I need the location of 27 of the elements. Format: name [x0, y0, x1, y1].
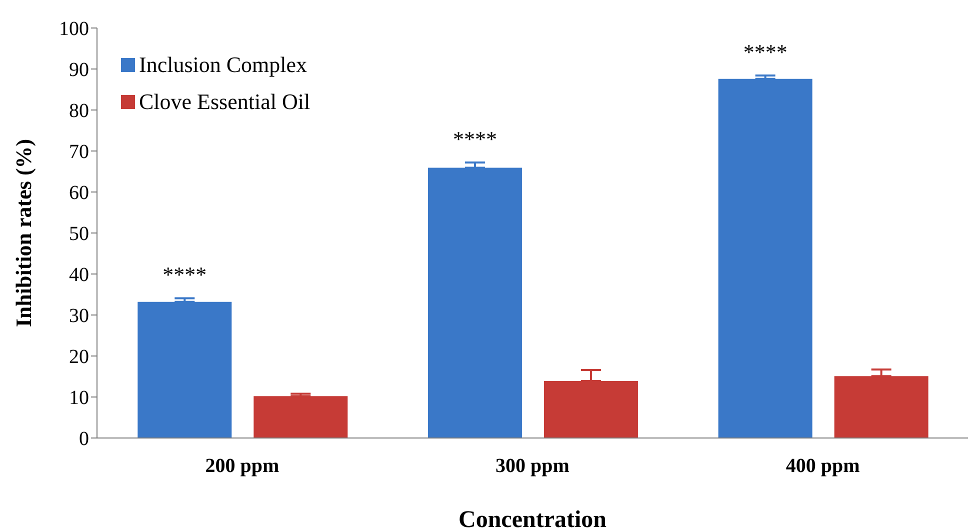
- y-tick-label: 80: [69, 100, 89, 122]
- y-tick-label: 40: [69, 264, 89, 286]
- y-tick-label: 50: [69, 223, 89, 246]
- annotation: ****: [452, 126, 497, 152]
- y-tick-label: 0: [79, 428, 89, 450]
- bar: [544, 381, 638, 438]
- y-axis-title: Inhibition rates (%): [10, 138, 36, 328]
- bar: [718, 78, 812, 438]
- x-tick-label: 400 ppm: [786, 455, 860, 478]
- y-tick-label: 90: [69, 59, 89, 82]
- annotation: ****: [162, 262, 207, 288]
- y-tick-label: 60: [69, 182, 89, 204]
- y-tick-label: 10: [69, 387, 89, 410]
- legend-label: Inclusion Complex: [139, 52, 308, 78]
- x-axis-title: Concentration: [458, 507, 606, 531]
- y-tick-label: 100: [59, 18, 89, 40]
- y-tick-label: 70: [69, 141, 89, 164]
- x-tick-label: 300 ppm: [496, 455, 570, 478]
- bar: [254, 396, 348, 438]
- bar: [138, 302, 232, 438]
- bar: [834, 376, 928, 438]
- y-tick-label: 20: [69, 346, 89, 368]
- annotation: ****: [743, 40, 788, 65]
- y-tick-label: 30: [69, 305, 89, 328]
- x-tick-label: 200 ppm: [205, 455, 280, 478]
- legend-label: Clove Essential Oil: [139, 88, 310, 114]
- bar: [428, 168, 522, 438]
